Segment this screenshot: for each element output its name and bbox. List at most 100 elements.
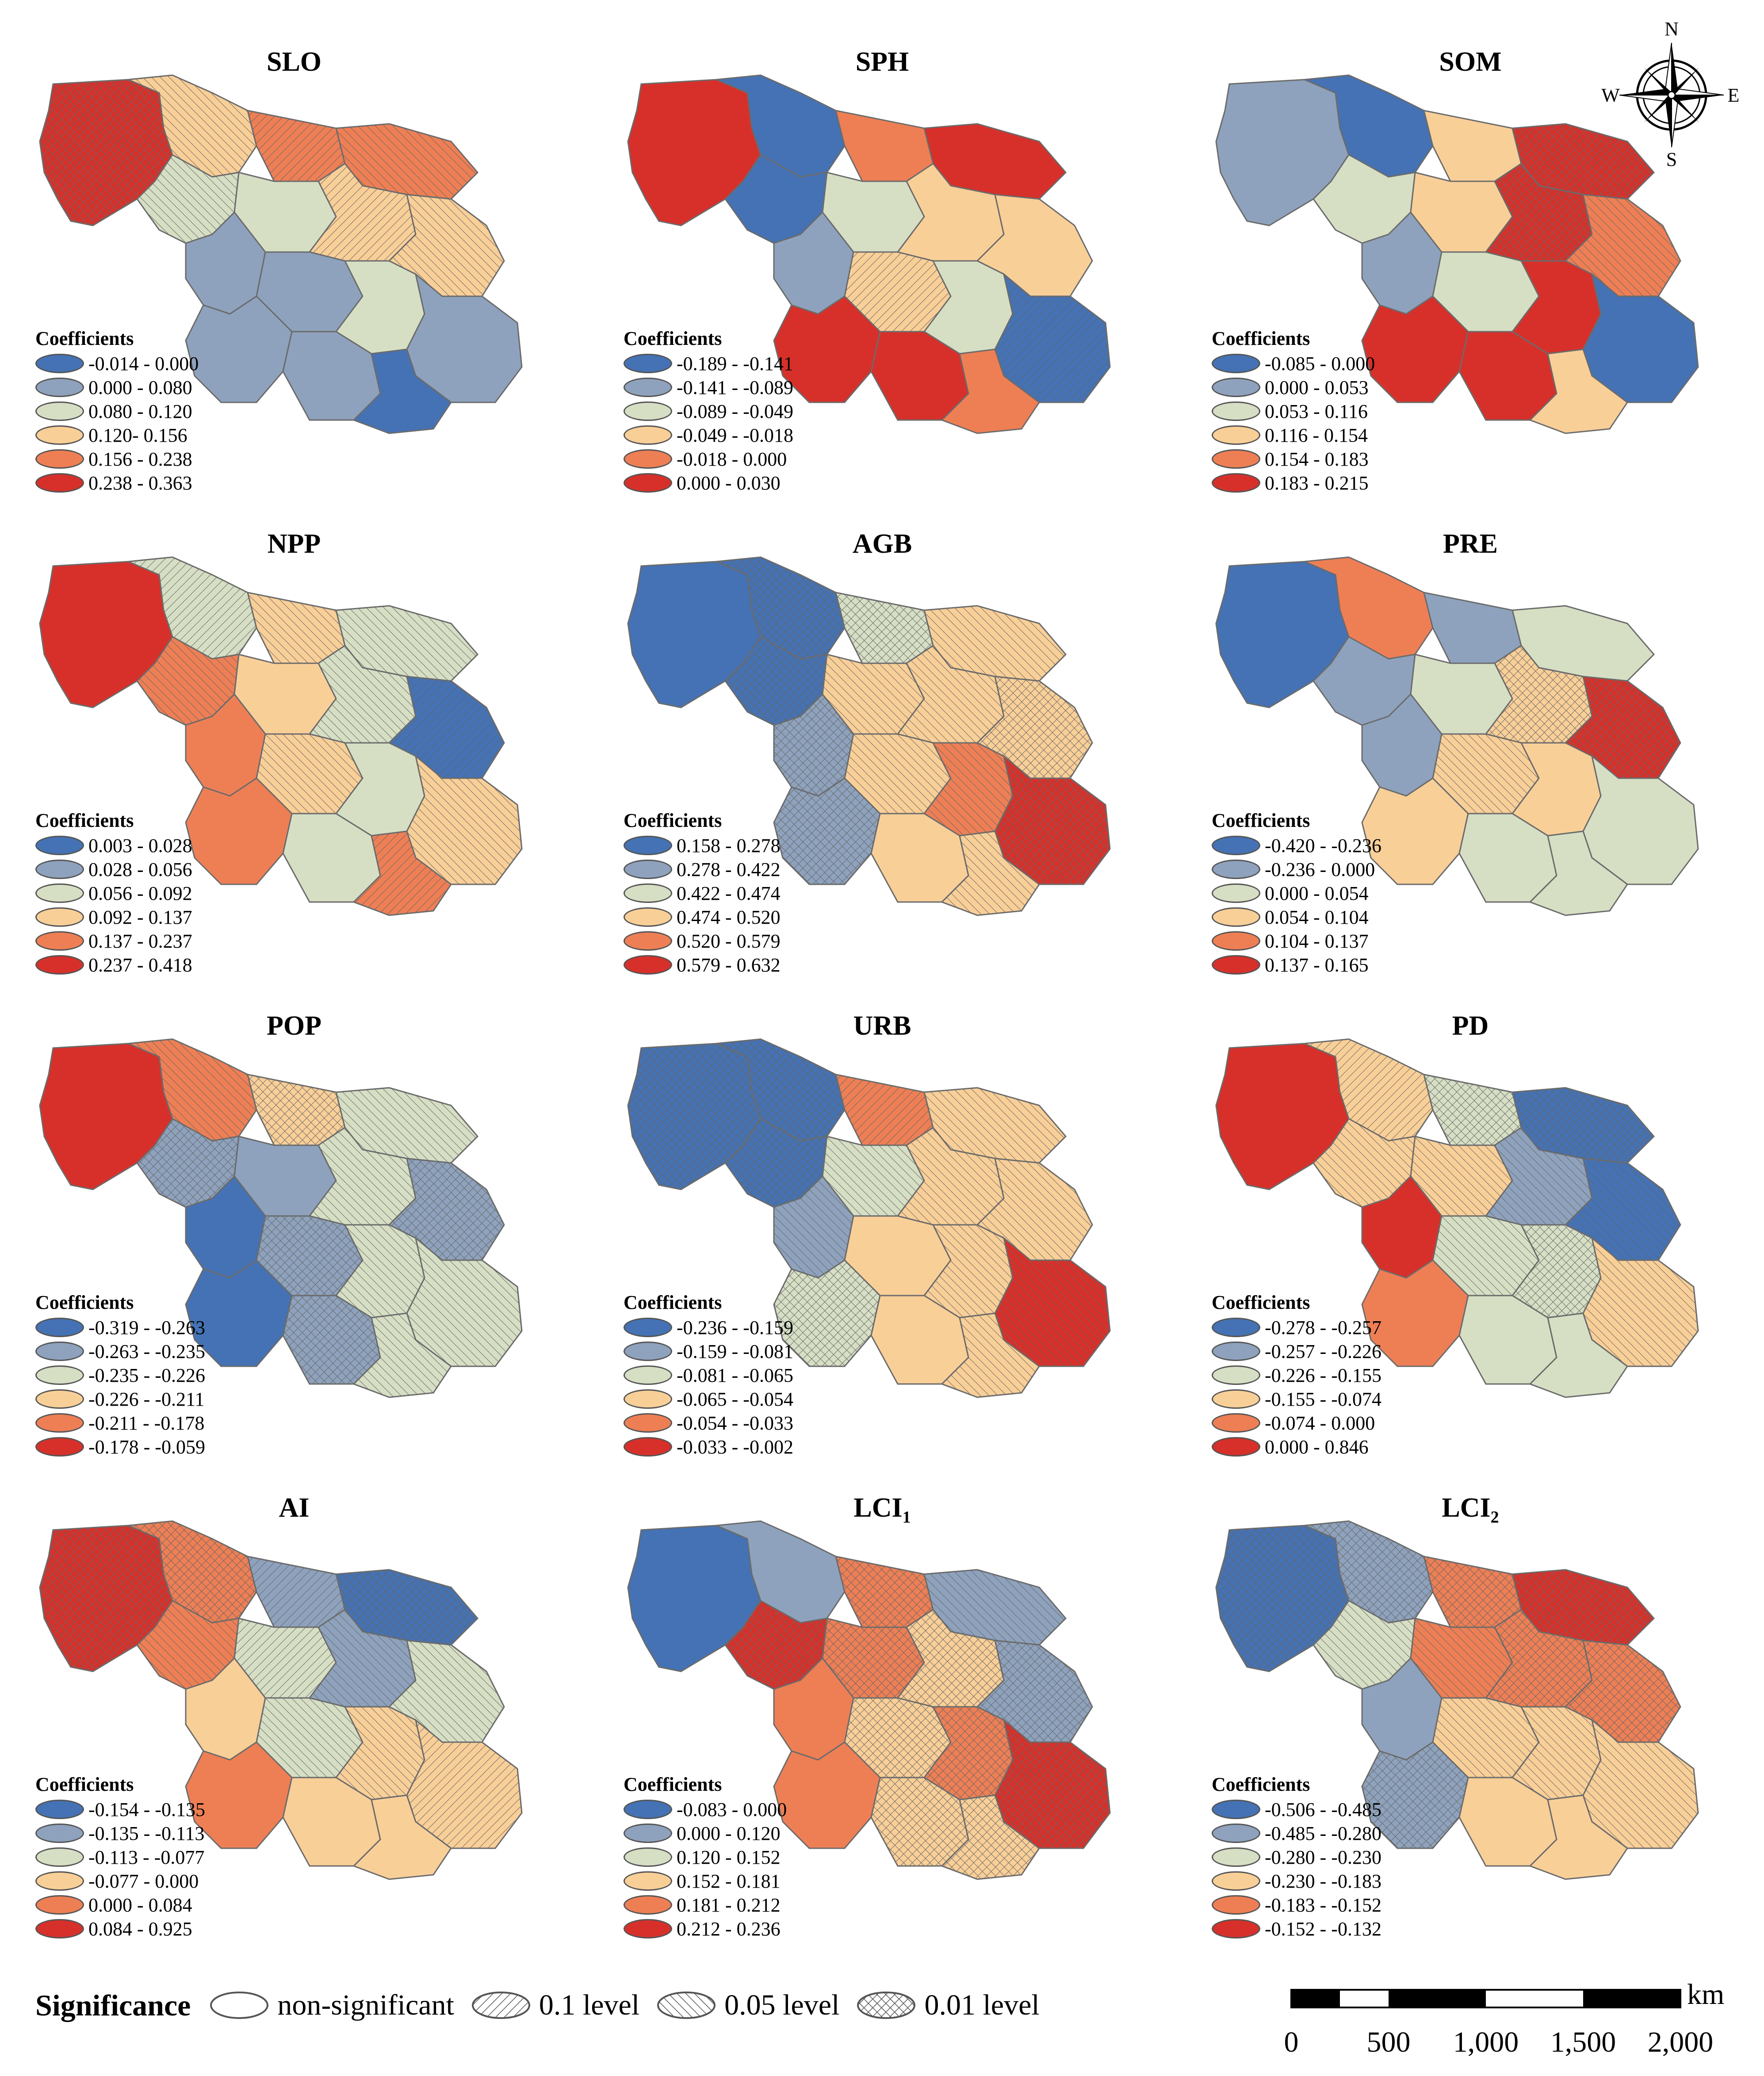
legend-swatch [624, 1365, 672, 1385]
legend-swatch [35, 1365, 84, 1385]
significance-hatch [1565, 1158, 1680, 1260]
coefficient-legend: Coefficients -0.506 - -0.485 -0.485 - -0.2… [1212, 1773, 1442, 1941]
legend-swatch [35, 955, 84, 975]
significance-hatch [898, 1610, 1004, 1707]
legend-row: -0.226 - -0.155 [1212, 1363, 1442, 1387]
significance-hatch [898, 646, 1004, 743]
legend-label: 0.520 - 0.579 [677, 930, 781, 952]
legend-row: -0.155 - -0.074 [1212, 1387, 1442, 1411]
significance-hatch [1486, 1610, 1592, 1707]
map-region [1529, 348, 1629, 434]
choropleth-map [1215, 1520, 1699, 1880]
legend-row: 0.092 - 0.137 [35, 905, 265, 929]
significance-hatch [845, 252, 951, 332]
legend-label: -0.014 - 0.000 [88, 352, 199, 375]
map-panel-lci2: LCI2 Coefficients -0.506 - -0.485 -0.485 - … [1176, 1446, 1764, 1940]
legend-row: -0.257 - -0.226 [1212, 1339, 1442, 1363]
compass-e-label: E [1728, 84, 1740, 106]
panel-title: AGB [588, 528, 1176, 560]
significance-hatch [128, 1039, 256, 1141]
sig-item-nonsignificant: non-significant [208, 1988, 454, 2022]
legend-swatch [35, 1413, 84, 1433]
legend-swatch [624, 1389, 672, 1409]
choropleth-map [39, 74, 523, 434]
legend-label: 0.120- 0.156 [88, 424, 187, 446]
legend-label: 0.237 - 0.418 [88, 954, 192, 976]
legend-swatch [1212, 473, 1260, 493]
legend-row: -0.077 - 0.000 [35, 1869, 265, 1893]
legend-swatch [1212, 449, 1260, 469]
legend-row: -0.033 - -0.002 [624, 1435, 853, 1459]
legend-row: 0.000 - 0.084 [35, 1893, 265, 1917]
legend-label: 0.137 - 0.165 [1265, 954, 1369, 976]
legend-swatch [1212, 836, 1260, 855]
significance-hatch [389, 195, 504, 296]
legend-label: 0.238 - 0.363 [88, 472, 192, 494]
panel-title-subscript: 2 [1490, 1508, 1499, 1527]
legend-row: 0.152 - 0.181 [624, 1869, 853, 1893]
legend-title: Coefficients [1212, 1292, 1310, 1313]
legend-swatch [1212, 1365, 1260, 1385]
sig-item-005-level: 0.05 level [655, 1988, 839, 2022]
legend-swatch [35, 836, 84, 855]
significance-hatch [137, 155, 239, 243]
legend-row: 0.579 - 0.632 [624, 953, 853, 977]
sig-label-nonsignificant: non-significant [277, 1989, 454, 2021]
map-region [352, 1794, 452, 1880]
legend-row: 0.181 - 0.212 [624, 1893, 853, 1917]
significance-hatch [310, 646, 416, 743]
legend-row: 0.238 - 0.363 [35, 471, 265, 495]
coefficient-legend: Coefficients -0.236 - -0.159 -0.159 - -0.0… [624, 1291, 853, 1459]
significance-hatch [407, 756, 522, 884]
significance-hatch [1305, 1039, 1433, 1141]
legend-swatch [1212, 1824, 1260, 1843]
panel-title-text: SOM [1439, 47, 1502, 77]
significance-hatch [628, 1044, 761, 1189]
legend-label: 0.120 - 0.152 [677, 1846, 781, 1868]
legend-swatch [1212, 1919, 1260, 1938]
coefficient-legend: Coefficients -0.154 - -0.135 -0.135 - -0.1… [35, 1773, 265, 1941]
legend-row: -0.089 - -0.049 [624, 399, 853, 423]
significance-hatch [942, 1795, 1039, 1879]
legend-row: -0.319 - -0.263 [35, 1315, 265, 1339]
legend-label: 0.474 - 0.520 [677, 906, 781, 928]
panel-title: SLO [0, 46, 588, 78]
legend-row: 0.000 - 0.054 [1212, 881, 1442, 905]
legend-swatch [624, 473, 672, 493]
legend-row: 0.000 - 0.120 [624, 1821, 853, 1845]
sig-label-01-level: 0.1 level [539, 1989, 640, 2021]
legend-row: 0.054 - 0.104 [1212, 905, 1442, 929]
significance-hatch [823, 1136, 924, 1216]
panel-title: SOM [1176, 46, 1764, 78]
panel-title-text: URB [853, 1011, 911, 1041]
legend-swatch [35, 449, 84, 469]
panel-title-text: LCI [853, 1493, 903, 1523]
legend-label: -0.183 - -0.152 [1265, 1894, 1381, 1916]
legend-row: -0.159 - -0.081 [624, 1339, 853, 1363]
significance-hatch [845, 1698, 951, 1778]
legend-row: -0.280 - -0.230 [1212, 1845, 1442, 1869]
map-region [185, 1741, 293, 1849]
legend-swatch [624, 1919, 672, 1938]
legend-row: 0.104 - 0.137 [1212, 929, 1442, 953]
map-region [941, 348, 1041, 434]
legend-label: -0.278 - -0.257 [1265, 1316, 1381, 1338]
significance-hatch [407, 1238, 522, 1366]
significance-hatch [336, 1707, 425, 1800]
significance-hatch [1433, 734, 1539, 814]
significance-hatch [128, 75, 256, 177]
map-panel-pd: PD Coefficients -0.278 - -0.257 -0.257 - -0… [1176, 964, 1764, 1458]
legend-row: 0.120- 0.156 [35, 423, 265, 447]
legend-label: -0.141 - -0.089 [677, 376, 793, 398]
legend-swatch [1212, 883, 1260, 903]
legend-swatch [1212, 378, 1260, 397]
significance-hatch [310, 1610, 416, 1707]
significance-hatch [336, 1570, 478, 1645]
legend-swatch [624, 907, 672, 927]
legend-label: 0.028 - 0.056 [88, 858, 192, 880]
legend-label: 0.422 - 0.474 [677, 882, 781, 904]
significance-hatch [389, 1640, 504, 1742]
legend-label: 0.104 - 0.137 [1265, 930, 1369, 952]
legend-label: -0.152 - -0.132 [1265, 1918, 1381, 1940]
legend-title: Coefficients [35, 1292, 134, 1313]
